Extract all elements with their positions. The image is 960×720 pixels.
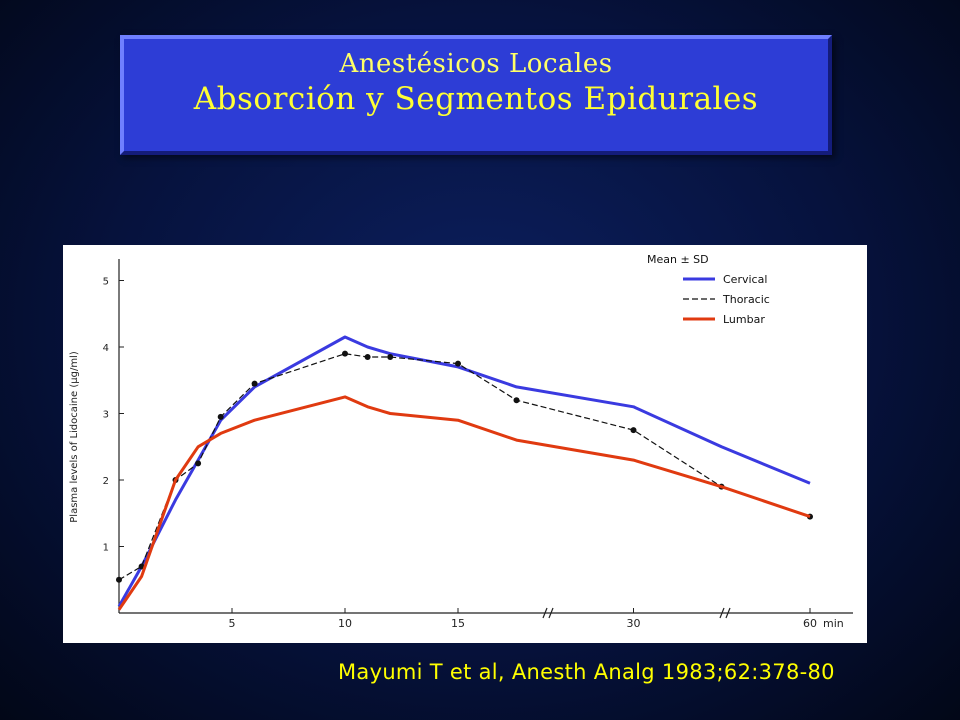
data-point-thoracic (455, 360, 461, 367)
x-axis-label: min (823, 617, 844, 630)
data-point-thoracic (513, 397, 520, 404)
chart-panel: 1 2 3 4 5 5 10 15 30 60 min Plasma levels of Lidoca… (63, 245, 867, 643)
slide-title: Anestésicos Locales (339, 49, 613, 79)
legend-label-cervical: Cervical (723, 273, 767, 286)
data-point-thoracic (251, 380, 258, 387)
x-tick-label: 10 (338, 617, 352, 630)
legend-label-thoracic: Thoracic (722, 293, 770, 306)
x-tick-label: 5 (229, 617, 236, 630)
data-point-thoracic (342, 350, 348, 357)
legend-label-lumbar: Lumbar (723, 313, 765, 326)
axis-break-1 (548, 607, 554, 619)
x-tick-label: 15 (451, 617, 465, 630)
data-point-thoracic (387, 353, 394, 360)
y-axis-label: Plasma levels of Lidocaine (µg/ml) (69, 351, 80, 523)
legend-title: Mean ± SD (647, 253, 709, 266)
y-tick-label: 3 (103, 410, 109, 421)
axis-break-2 (725, 607, 731, 619)
data-point-thoracic (195, 460, 202, 467)
lidocaine-chart: 1 2 3 4 5 5 10 15 30 60 min Plasma levels of Lidoca… (69, 253, 853, 630)
data-point-thoracic (630, 427, 637, 434)
series-line-cervical (117, 335, 811, 608)
axis-break-1 (542, 607, 548, 619)
axis-break-2 (719, 607, 725, 619)
data-point-thoracic (116, 576, 122, 583)
y-tick-label: 1 (103, 543, 109, 554)
slide-subtitle: Absorción y Segmentos Epidurales (193, 81, 759, 117)
title-box: Anestésicos Locales Absorción y Segmento… (120, 35, 832, 155)
data-point-thoracic (364, 353, 371, 360)
y-tick-label: 5 (103, 277, 109, 288)
citation: Mayumi T et al, Anesth Analg 1983;62:378… (338, 660, 835, 684)
x-tick-label: 60 (803, 617, 817, 630)
x-tick-label: 30 (627, 617, 641, 630)
y-tick-label: 4 (103, 343, 109, 354)
series-line-lumbar (117, 395, 811, 611)
data-point-thoracic (217, 413, 224, 420)
y-tick-label: 2 (103, 476, 109, 487)
series-line-thoracic (118, 353, 811, 581)
